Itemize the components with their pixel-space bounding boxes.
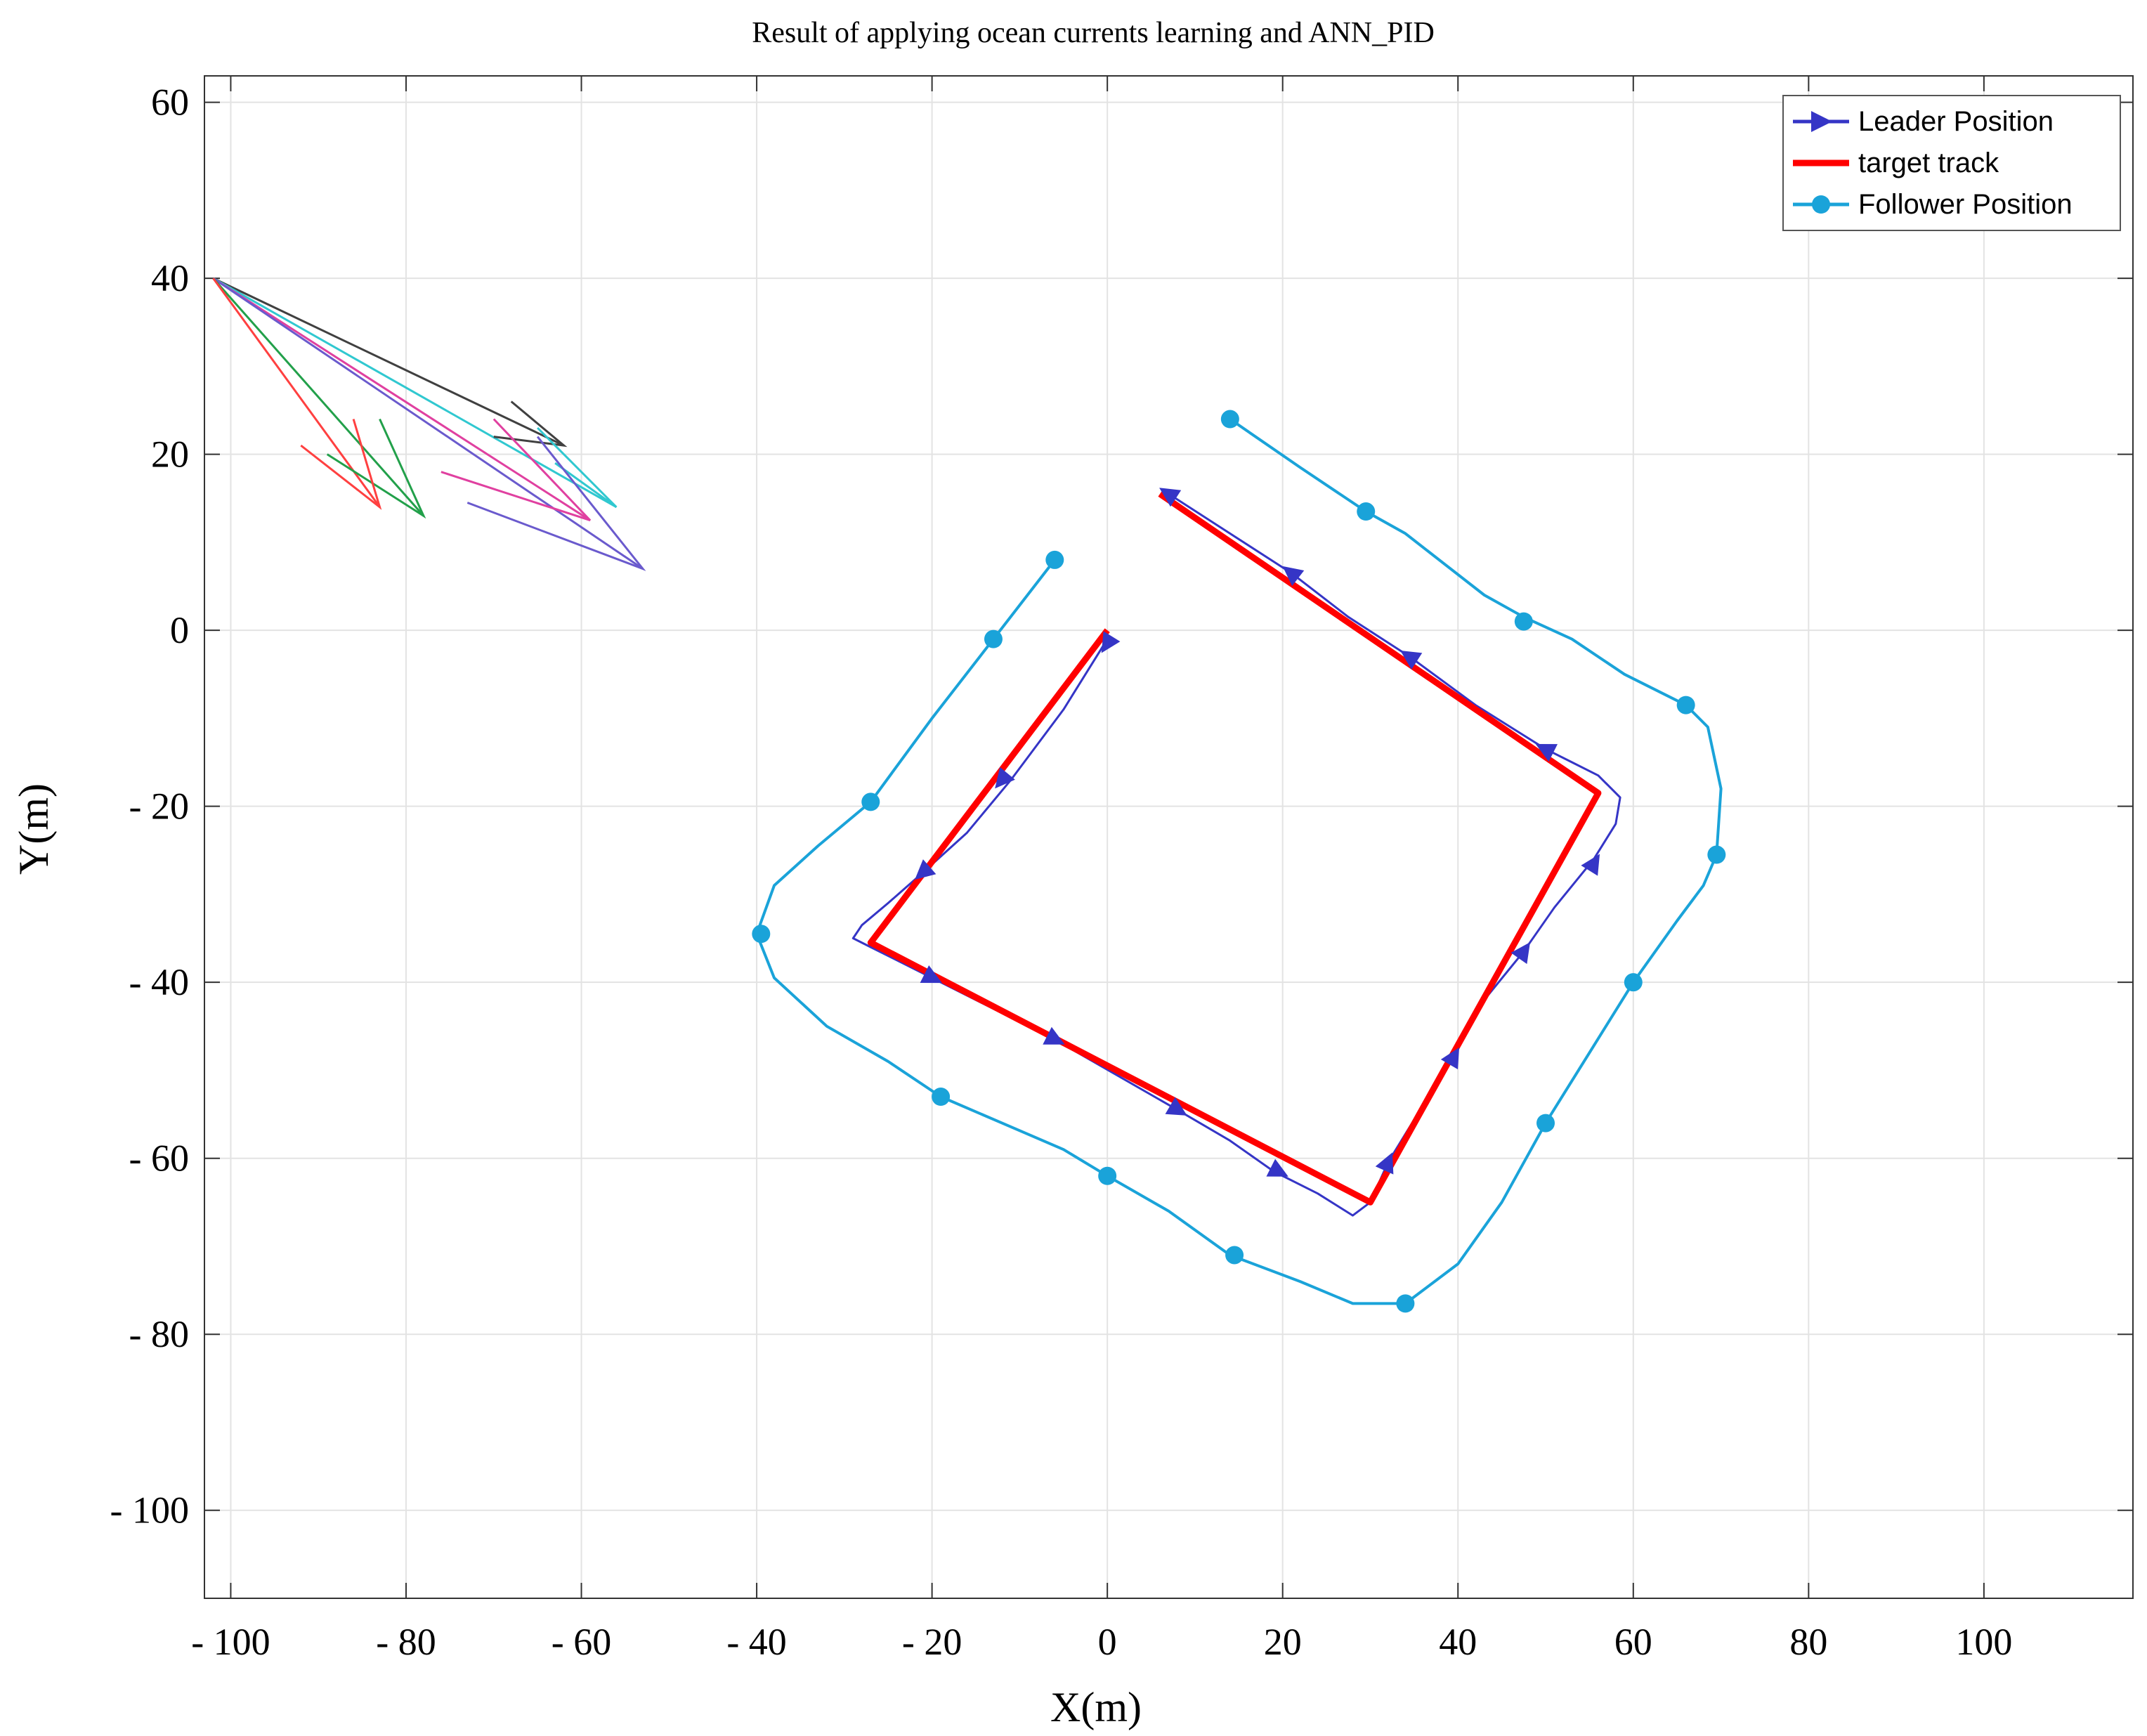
leader-position-point bbox=[1375, 1152, 1394, 1175]
leader-position-point bbox=[1282, 566, 1305, 587]
follower-position-point bbox=[1676, 696, 1695, 714]
follower-position-point bbox=[1098, 1166, 1117, 1185]
leader-position-point bbox=[1400, 651, 1423, 670]
leader-position-point bbox=[1165, 1097, 1187, 1116]
x-tick-label: 20 bbox=[1264, 1621, 1302, 1663]
y-tick-label: 40 bbox=[151, 257, 189, 299]
x-tick-label: - 60 bbox=[552, 1621, 611, 1663]
y-axis-label: Y(m) bbox=[11, 783, 57, 875]
current-arrow-line bbox=[212, 277, 591, 521]
current-arrow-head bbox=[466, 436, 646, 571]
y-tick-labels: 60 40 20 0 - 20 - 40 - 60 - 80 - 100 bbox=[110, 81, 189, 1532]
leader-position-point bbox=[1159, 488, 1182, 507]
legend-marker-leader bbox=[1811, 111, 1832, 132]
current-arrow-line bbox=[212, 277, 565, 447]
leader-position-point bbox=[1101, 631, 1121, 653]
chart-title: Result of applying ocean currents learni… bbox=[752, 17, 1435, 49]
series-layer bbox=[752, 410, 1726, 1313]
current-arrow-head bbox=[300, 419, 382, 510]
follower-position-point bbox=[1045, 550, 1064, 569]
leader-position-point bbox=[995, 766, 1015, 789]
follower-position-point bbox=[1624, 973, 1643, 992]
leader-position-point bbox=[1043, 1026, 1065, 1045]
follower-position-point bbox=[984, 629, 1003, 648]
leader-position-point bbox=[920, 965, 942, 984]
leader-position-point bbox=[1440, 1047, 1460, 1070]
legend-label-leader: Leader Position bbox=[1858, 106, 2054, 137]
follower-position-point bbox=[932, 1088, 951, 1107]
y-tick-label: - 40 bbox=[129, 961, 189, 1003]
follower-position-point bbox=[752, 925, 771, 944]
legend-label-target: target track bbox=[1858, 148, 1999, 178]
x-tick-label: 40 bbox=[1439, 1621, 1477, 1663]
y-tick-label: - 100 bbox=[110, 1489, 189, 1532]
leader-position-point bbox=[1535, 744, 1558, 762]
current-arrow-head bbox=[326, 418, 426, 519]
x-tick-label: - 40 bbox=[726, 1621, 786, 1663]
y-tick-label: 60 bbox=[151, 81, 189, 124]
x-tick-label: - 100 bbox=[191, 1621, 270, 1663]
leader-position-point bbox=[1581, 854, 1600, 876]
follower-position-point bbox=[1514, 612, 1533, 631]
follower-position-point bbox=[1536, 1114, 1555, 1133]
current-arrow-line bbox=[212, 278, 425, 517]
follower-position-point bbox=[1220, 410, 1239, 429]
y-tick-label: - 60 bbox=[129, 1137, 189, 1180]
legend-marker-follower bbox=[1812, 195, 1830, 214]
legend-label-follower: Follower Position bbox=[1858, 189, 2073, 220]
follower-position-point bbox=[1707, 845, 1726, 864]
leader-position-point bbox=[915, 859, 937, 880]
y-tick-label: 0 bbox=[170, 609, 189, 651]
current-arrow-head bbox=[441, 418, 592, 522]
leader-position-point bbox=[1510, 942, 1530, 965]
x-tick-label: - 80 bbox=[376, 1621, 436, 1663]
y-tick-label: 20 bbox=[151, 433, 189, 476]
follower-position-point bbox=[1396, 1294, 1415, 1313]
axis-ticks bbox=[204, 76, 2133, 1598]
x-tick-label: - 20 bbox=[902, 1621, 962, 1663]
target-track-line bbox=[867, 491, 1602, 1206]
y-tick-label: - 80 bbox=[129, 1313, 189, 1355]
current-arrow-head bbox=[537, 426, 618, 509]
x-tick-label: 100 bbox=[1955, 1621, 2012, 1663]
current-arrow-head bbox=[493, 400, 568, 448]
grid bbox=[204, 76, 2133, 1598]
current-arrow-line bbox=[212, 277, 618, 509]
follower-position-point bbox=[1225, 1246, 1244, 1265]
current-arrow-line bbox=[212, 277, 644, 570]
follower-position-point bbox=[861, 792, 880, 811]
y-tick-label: - 20 bbox=[129, 785, 189, 828]
x-tick-label: 80 bbox=[1789, 1621, 1827, 1663]
leader-position-point bbox=[1266, 1159, 1288, 1177]
x-tick-labels: - 100 - 80 - 60 - 40 - 20 0 20 40 60 80 100 bbox=[191, 1621, 2012, 1663]
x-axis-label: X(m) bbox=[1050, 1684, 1142, 1730]
x-tick-label: 60 bbox=[1614, 1621, 1652, 1663]
follower-position-line bbox=[755, 417, 1723, 1305]
plot-area-frame bbox=[204, 75, 2134, 1599]
follower-position-point bbox=[1357, 502, 1376, 521]
current-arrows bbox=[212, 277, 646, 571]
x-tick-label: 0 bbox=[1098, 1621, 1117, 1663]
legend: Leader Position target track Follower Po… bbox=[1782, 95, 2121, 231]
